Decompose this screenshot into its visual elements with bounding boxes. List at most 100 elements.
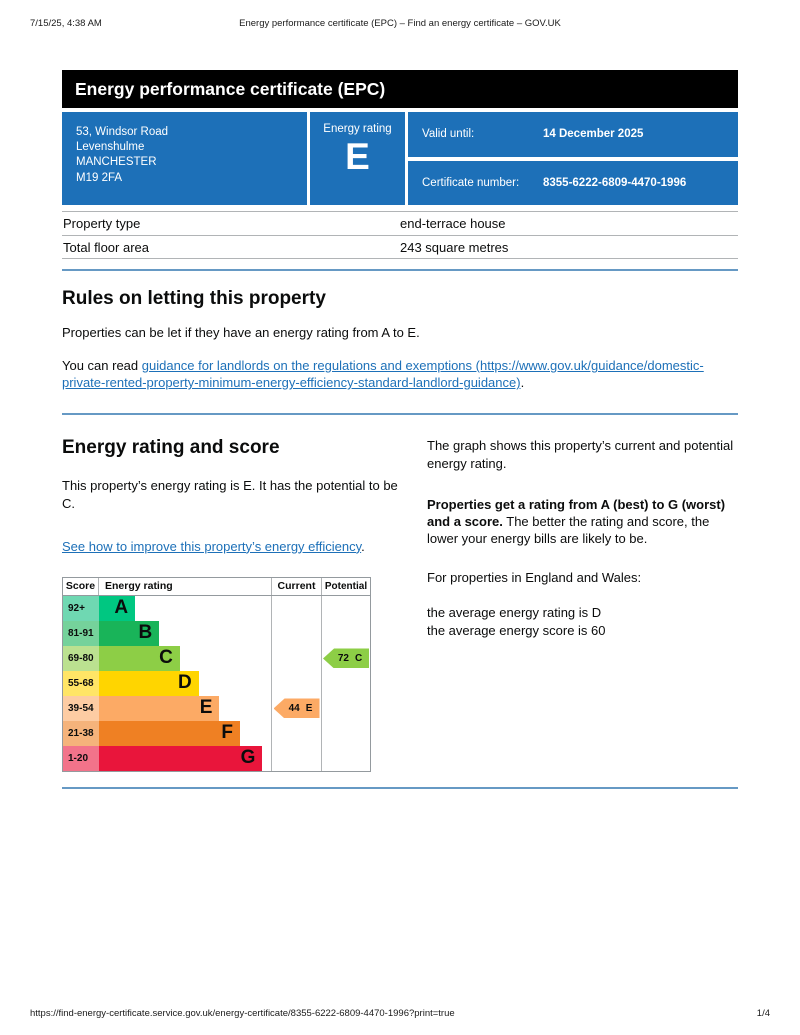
current-column-header: Current: [271, 577, 321, 595]
epc-chart-header: Score Energy rating Current Potential: [63, 577, 370, 596]
property-type-value: end-terrace house: [400, 216, 506, 231]
current-cell: [271, 720, 321, 746]
band-bar-area: E: [99, 695, 271, 721]
certificate-number-value: 8355-6222-6809-4470-1996: [543, 176, 687, 189]
energy-rating-column-header: Energy rating: [105, 580, 173, 593]
band-letter: F: [221, 722, 234, 744]
potential-cell: 72 C: [321, 645, 370, 671]
band-bar-area: G: [99, 745, 271, 771]
epc-chart-rows: 92+ A 81-91 B 69-80 C 72 C 55-68 D 39-54 E 44 E 21-38 F…: [63, 595, 370, 771]
certificate-title: Energy performance certificate (EPC): [75, 78, 386, 99]
valid-until-value: 14 December 2025: [543, 128, 644, 141]
band-bar-c: C: [99, 645, 180, 671]
epc-chart: Score Energy rating Current Potential 92…: [62, 576, 371, 772]
rating-summary-paragraph: This property’s energy rating is E. It h…: [62, 478, 398, 511]
browser-print-header: 7/15/25, 4:38 AM Energy performance cert…: [0, 18, 800, 29]
current-rating-arrow: 44 E: [273, 698, 320, 719]
property-details-table: Property type end-terrace house Total fl…: [62, 211, 738, 259]
certificate-number-box: Certificate number: 8355-6222-6809-4470-…: [408, 160, 738, 205]
floor-area-label: Total floor area: [63, 239, 149, 255]
band-score-range: 1-20: [63, 745, 99, 771]
rating-range-rest: The better the rating and score, the low…: [427, 513, 710, 547]
table-row: Total floor area 243 square metres: [62, 235, 738, 259]
rating-left-column: Energy rating and score This property’s …: [62, 437, 427, 772]
band-bar-a: A: [99, 595, 136, 621]
average-values-paragraph: the average energy rating is D the avera…: [427, 604, 738, 638]
epc-band-row-c: 69-80 C 72 C: [63, 645, 370, 671]
band-bar-g: G: [99, 745, 263, 771]
potential-cell: [321, 595, 370, 621]
section-divider: [62, 786, 738, 789]
potential-cell: [321, 720, 370, 746]
certificate-info-column: Valid until: 14 December 2025 Certificat…: [408, 112, 738, 205]
address-line-1: 53, Windsor Road: [76, 126, 169, 138]
rules-heading: Rules on letting this property: [62, 288, 326, 309]
potential-rating-arrow: 72 C: [323, 648, 369, 669]
band-score-range: 92+: [63, 595, 99, 621]
guidance-paragraph: You can read guidance for landlords on t…: [62, 357, 738, 391]
average-score-line: the average energy score is 60: [427, 622, 606, 638]
current-cell: [271, 745, 321, 771]
band-bar-e: E: [99, 695, 220, 721]
current-cell: [271, 670, 321, 696]
rating-and-score-section: Energy rating and score This property’s …: [62, 437, 738, 772]
band-letter: G: [240, 747, 256, 769]
guidance-text-prefix: You can read: [62, 358, 142, 374]
band-bar-area: F: [99, 720, 271, 746]
potential-cell: [321, 745, 370, 771]
print-page-title: Energy performance certificate (EPC) – F…: [239, 18, 561, 29]
certificate-content: Energy performance certificate (EPC) 53,…: [62, 70, 738, 789]
rating-right-column: The graph shows this property’s current …: [427, 437, 738, 771]
epc-band-row-a: 92+ A: [63, 595, 370, 621]
epc-band-row-b: 81-91 B: [63, 620, 370, 646]
certificate-banner: Energy performance certificate (EPC): [62, 70, 738, 108]
improve-paragraph: See how to improve this property’s energ…: [62, 538, 407, 555]
improve-suffix: .: [361, 538, 365, 554]
england-wales-paragraph: For properties in England and Wales:: [427, 570, 642, 586]
band-bar-area: A: [99, 595, 271, 621]
section-divider: [62, 413, 738, 416]
epc-band-row-f: 21-38 F: [63, 720, 370, 746]
band-letter: C: [159, 647, 173, 669]
landlord-guidance-link[interactable]: guidance for landlords on the regulation…: [62, 358, 704, 391]
current-cell: 44 E: [271, 695, 321, 721]
energy-rating-box: Energy rating E: [310, 112, 405, 205]
energy-rating-value: E: [345, 136, 370, 177]
print-datetime: 7/15/25, 4:38 AM: [30, 18, 102, 29]
potential-column-header: Potential: [321, 577, 370, 595]
band-letter: A: [114, 597, 129, 619]
band-bar-f: F: [99, 720, 241, 746]
rules-paragraph: Properties can be let if they have an en…: [62, 325, 420, 340]
band-score-range: 55-68: [63, 670, 99, 696]
band-letter: B: [138, 622, 153, 644]
valid-until-label: Valid until:: [422, 128, 475, 141]
band-letter: E: [199, 697, 213, 719]
band-bar-area: C: [99, 645, 271, 671]
rating-range-bold: Properties get a rating from A (best) to…: [427, 496, 726, 529]
property-address-box: 53, Windsor Road Levenshulme MANCHESTER …: [62, 112, 307, 205]
browser-print-footer: https://find-energy-certificate.service.…: [30, 1008, 770, 1019]
epc-band-row-d: 55-68 D: [63, 670, 370, 696]
current-cell: [271, 620, 321, 646]
potential-cell: [321, 695, 370, 721]
current-cell: [271, 595, 321, 621]
improve-efficiency-link[interactable]: See how to improve this property’s energ…: [62, 538, 362, 554]
band-score-range: 21-38: [63, 720, 99, 746]
rating-score-heading: Energy rating and score: [62, 437, 280, 459]
average-rating-line: the average energy rating is D: [427, 605, 602, 621]
address-line-2: Levenshulme: [76, 141, 145, 154]
band-bar-area: B: [99, 620, 271, 646]
property-type-label: Property type: [63, 216, 141, 231]
address-line-3: MANCHESTER: [76, 156, 157, 169]
band-score-range: 81-91: [63, 620, 99, 646]
certificate-summary: 53, Windsor Road Levenshulme MANCHESTER …: [62, 112, 738, 205]
section-divider: [62, 269, 738, 271]
valid-until-box: Valid until: 14 December 2025: [408, 112, 738, 157]
energy-rating-label: Energy rating: [323, 123, 392, 135]
address-line-4: M19 2FA: [76, 171, 123, 184]
print-url: https://find-energy-certificate.service.…: [30, 1008, 455, 1019]
band-score-range: 69-80: [63, 645, 99, 671]
band-letter: D: [178, 672, 192, 694]
certificate-number-label: Certificate number:: [422, 176, 520, 189]
